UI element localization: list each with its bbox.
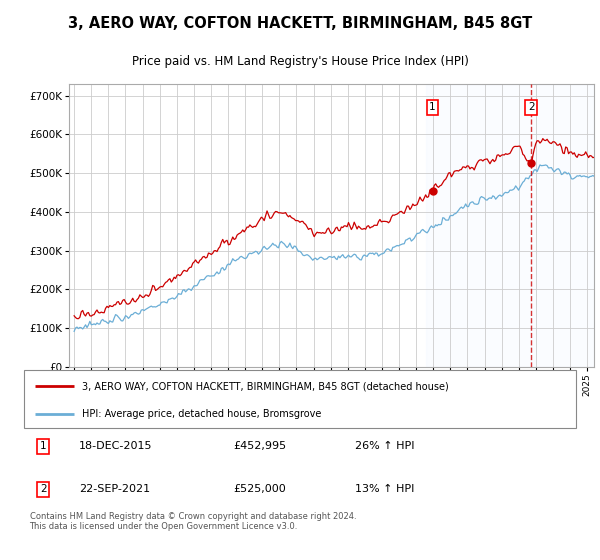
- FancyBboxPatch shape: [24, 370, 576, 428]
- Text: 26% ↑ HPI: 26% ↑ HPI: [355, 441, 415, 451]
- Text: 2: 2: [528, 102, 535, 112]
- Text: 1: 1: [40, 441, 47, 451]
- Text: 3, AERO WAY, COFTON HACKETT, BIRMINGHAM, B45 8GT (detached house): 3, AERO WAY, COFTON HACKETT, BIRMINGHAM,…: [82, 381, 449, 391]
- Text: £525,000: £525,000: [234, 484, 287, 494]
- Text: £452,995: £452,995: [234, 441, 287, 451]
- Text: 13% ↑ HPI: 13% ↑ HPI: [355, 484, 415, 494]
- Text: 22-SEP-2021: 22-SEP-2021: [79, 484, 151, 494]
- Text: Contains HM Land Registry data © Crown copyright and database right 2024.
This d: Contains HM Land Registry data © Crown c…: [29, 512, 356, 531]
- Text: 2: 2: [40, 484, 47, 494]
- Text: 3, AERO WAY, COFTON HACKETT, BIRMINGHAM, B45 8GT: 3, AERO WAY, COFTON HACKETT, BIRMINGHAM,…: [68, 16, 532, 31]
- Text: 18-DEC-2015: 18-DEC-2015: [79, 441, 152, 451]
- Text: 1: 1: [429, 102, 436, 112]
- Text: HPI: Average price, detached house, Bromsgrove: HPI: Average price, detached house, Brom…: [82, 409, 322, 419]
- Text: Price paid vs. HM Land Registry's House Price Index (HPI): Price paid vs. HM Land Registry's House …: [131, 55, 469, 68]
